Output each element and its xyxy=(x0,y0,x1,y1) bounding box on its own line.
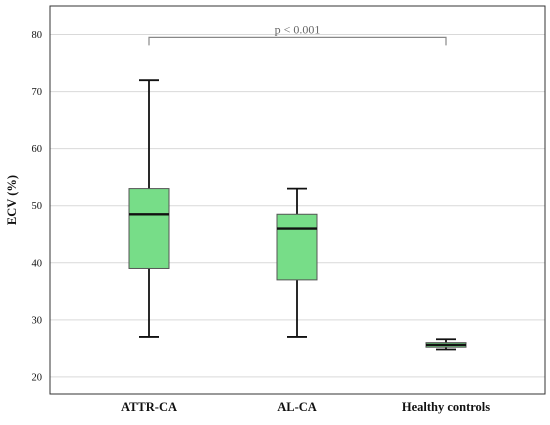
x-category-label-1: ATTR-CA xyxy=(121,400,177,414)
y-axis-title: ECV (%) xyxy=(5,175,19,225)
p-value-label: p < 0.001 xyxy=(275,22,321,36)
y-tick-label-40: 40 xyxy=(32,258,43,269)
y-tick-label-30: 30 xyxy=(32,315,43,326)
boxes xyxy=(128,79,467,351)
box-3 xyxy=(425,338,467,351)
y-tick-label-60: 60 xyxy=(32,144,43,155)
x-category-label-2: AL-CA xyxy=(277,400,317,414)
y-tick-label-70: 70 xyxy=(32,87,43,98)
box-1 xyxy=(128,79,170,338)
box-2 xyxy=(276,187,318,338)
box-body xyxy=(128,188,170,269)
y-tick-label-50: 50 xyxy=(32,201,43,212)
x-category-label-3: Healthy controls xyxy=(402,400,490,414)
y-tick-label-20: 20 xyxy=(32,372,43,383)
box-body xyxy=(276,213,318,281)
plot-frame xyxy=(49,5,546,395)
x-category-labels: ATTR-CA AL-CA Healthy controls xyxy=(121,400,490,414)
significance-bracket xyxy=(148,36,447,46)
significance-annotation: p < 0.001 xyxy=(148,22,447,46)
y-tick-labels: 20 30 40 50 60 70 80 xyxy=(32,30,43,383)
y-tick-label-80: 80 xyxy=(32,30,43,41)
